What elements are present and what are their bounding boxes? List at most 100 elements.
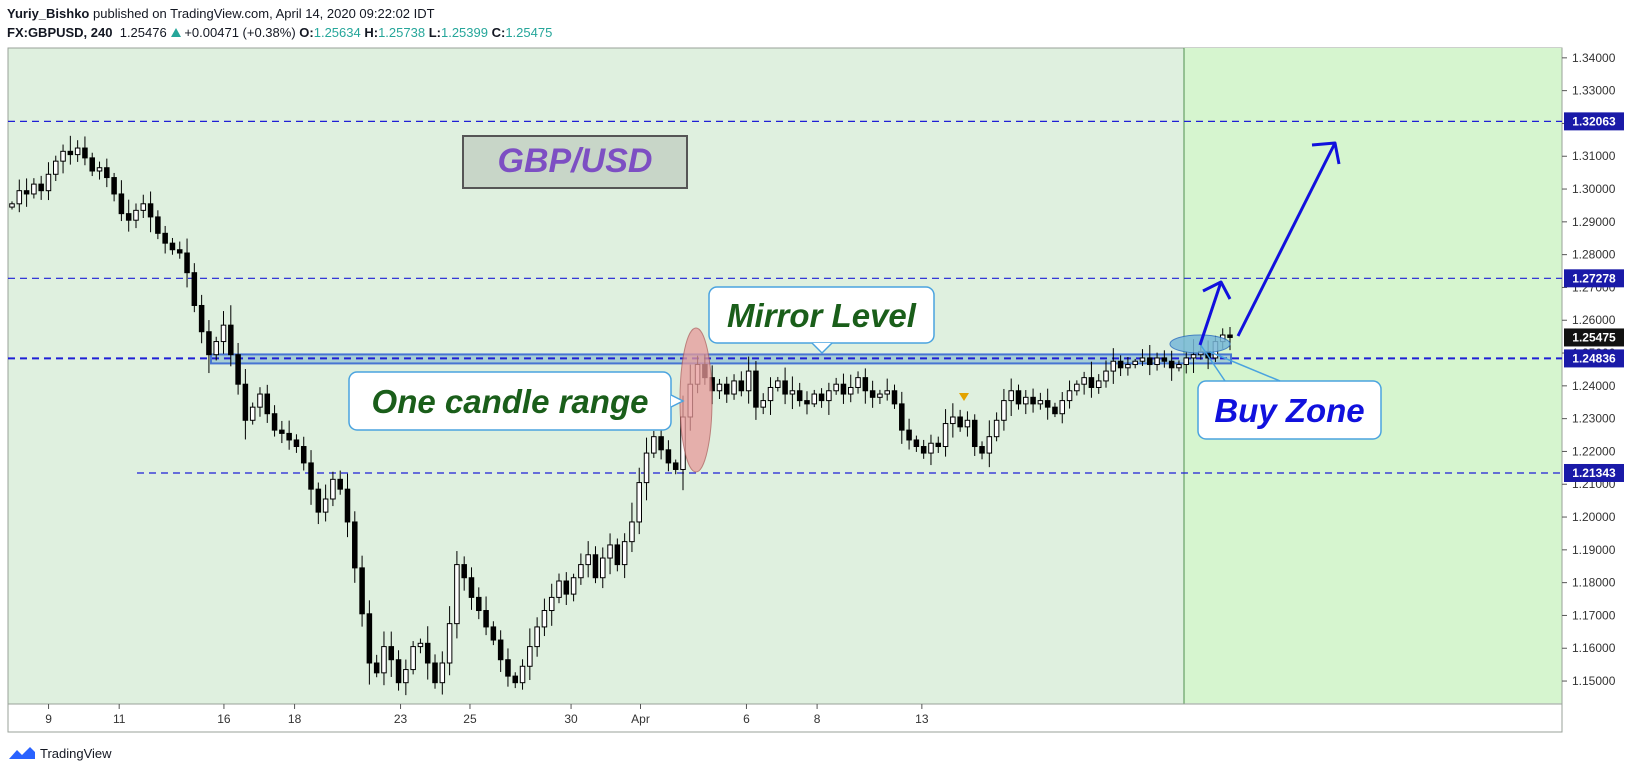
candle-body [942,423,949,448]
candle [672,459,679,475]
candle-body [60,150,66,162]
x-tick-label: 25 [463,712,477,726]
candle-body [658,436,664,451]
candle-body [1227,334,1233,338]
tradingview-brand: TradingView [40,745,112,761]
x-tick-label: 18 [288,712,302,726]
chart-title-frame [462,135,688,189]
candle [169,237,176,255]
candle-body [1044,400,1051,408]
candle [1081,371,1087,395]
candle-body [23,190,30,195]
candle [271,405,278,437]
candle [1139,349,1146,367]
candle [242,368,249,440]
x-tick-label: 9 [45,712,52,726]
candle-body [352,521,358,569]
candle-body [789,390,796,395]
last-price-tag [1564,328,1624,347]
candle-body [643,452,650,484]
candle [184,238,190,288]
author-name[interactable]: Yuriy_Bishko [7,6,90,21]
candle-body [1132,360,1138,366]
candle [286,420,292,450]
candle-body [600,557,606,579]
candle [578,553,584,585]
level-price-label: 1.32063 [1572,114,1616,128]
x-tick-label: 6 [743,712,750,726]
x-tick-label: 8 [814,712,821,726]
chart-title-box[interactable]: GBP/USD [462,135,688,189]
candle-body [534,626,540,648]
candle-body [979,446,985,454]
candle-body [913,439,920,448]
candle-body [738,380,745,392]
candle-body [629,521,635,543]
candle [1052,402,1058,418]
candle [96,161,103,180]
candle [74,140,81,162]
candle [293,434,300,453]
candle-body [490,626,497,641]
candle [497,630,504,672]
candle-body [1081,377,1087,385]
candle-body [249,406,256,421]
buy-zone-callout[interactable]: Buy Zone [1197,380,1382,440]
one-candle-highlight[interactable] [679,327,713,473]
candle-body [1052,406,1058,415]
candle-body [74,147,81,156]
candle-body [82,147,88,159]
candle-body [198,304,205,333]
candle [388,631,395,677]
candle [140,194,147,218]
long-target-arrow[interactable] [1236,141,1341,337]
y-tick-label: 1.16000 [1572,641,1616,655]
candle [403,659,409,696]
candle [16,179,23,213]
candle [366,600,373,685]
candle-body [271,413,278,431]
candle-body [950,416,956,425]
mirror-level-callout[interactable]: Mirror Level [708,286,935,355]
candle-body [614,544,621,566]
candle-body [1176,364,1182,369]
candle [789,376,796,410]
symbol-label[interactable]: FX:GBPUSD, 240 [7,25,113,40]
short-target-arrow[interactable] [1198,280,1232,346]
publish-header: Yuriy_Bishko published on TradingView.co… [7,6,435,21]
candle-body [826,390,832,402]
candle-body [1168,360,1175,369]
candle-body [111,177,117,195]
level-price-tag [1564,463,1624,482]
candle-body [337,478,343,490]
candle-body [213,341,219,356]
candle [527,628,533,680]
candle-body [52,160,59,175]
candle [753,360,759,420]
candle [417,638,424,654]
candle [424,626,431,680]
candle [614,538,621,572]
low-value: 1.25399 [440,25,488,40]
one-candle-range-callout[interactable]: One candle range [348,371,685,431]
candle-body [993,419,1000,438]
one-candle-range-callout-pointer [670,394,685,408]
candle [315,482,322,525]
candle-body [257,393,263,408]
candle-body [847,386,854,395]
candle [38,175,44,200]
y-tick-label: 1.22000 [1572,444,1616,458]
candle [556,573,562,604]
candle-body [67,150,74,156]
candle [1037,392,1044,410]
candle [731,374,737,400]
candle [592,546,599,584]
candle-body [818,393,825,402]
candle [1103,360,1109,388]
tradingview-footer[interactable]: TradingView [8,745,112,761]
candle-body [869,390,876,398]
candle-body [548,596,555,612]
candle [322,484,329,522]
candle-body [804,400,810,405]
